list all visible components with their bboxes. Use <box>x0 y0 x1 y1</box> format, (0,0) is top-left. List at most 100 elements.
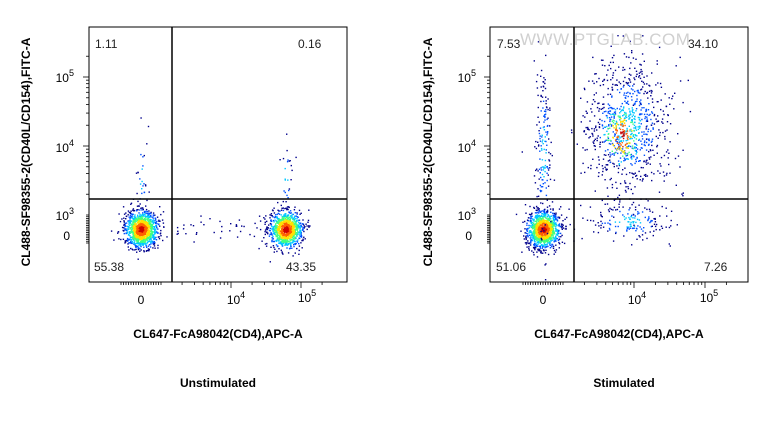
event-dot <box>141 234 143 236</box>
event-dot <box>280 243 283 245</box>
event-dot <box>602 80 604 82</box>
event-dot <box>284 207 286 210</box>
event-dot <box>627 103 630 105</box>
event-dot <box>548 233 551 235</box>
event-dot <box>594 100 596 103</box>
event-dot <box>544 225 547 228</box>
event-dot <box>264 223 266 225</box>
event-dot <box>557 230 559 232</box>
event-dot <box>138 227 140 230</box>
event-dot <box>538 214 540 217</box>
event-dot <box>292 226 294 228</box>
event-dot <box>639 92 641 94</box>
event-dot <box>182 228 185 230</box>
x-tick-label-0: 0 <box>138 293 145 307</box>
event-dot <box>128 223 130 225</box>
event-dot <box>537 170 539 172</box>
event-dot <box>536 214 538 217</box>
event-dot <box>555 226 557 228</box>
event-dot <box>589 206 592 208</box>
event-dot <box>135 218 138 220</box>
event-dot <box>133 241 136 243</box>
event-dot <box>272 229 274 231</box>
event-dot <box>628 56 630 59</box>
event-dot <box>117 232 119 234</box>
event-dot <box>653 106 655 109</box>
event-dot <box>154 228 156 231</box>
event-dot <box>596 139 598 142</box>
event-dot <box>266 231 268 233</box>
event-dot <box>548 227 550 230</box>
event-dot <box>542 246 544 248</box>
event-dot <box>540 190 543 192</box>
event-dot <box>541 210 543 212</box>
event-dot <box>530 221 532 223</box>
event-dot <box>551 229 553 231</box>
event-dot <box>162 222 165 224</box>
event-dot <box>131 224 133 226</box>
event-dot <box>687 79 689 82</box>
event-dot <box>537 243 539 245</box>
event-dot <box>131 222 134 224</box>
event-dot <box>542 85 545 87</box>
event-dot <box>141 214 143 216</box>
event-dot <box>635 134 637 137</box>
event-dot <box>149 223 151 226</box>
event-dot <box>624 189 627 192</box>
event-dot <box>560 214 563 216</box>
event-dot <box>537 141 539 143</box>
event-dot <box>555 212 557 214</box>
event-dot <box>541 221 544 223</box>
event-dot <box>152 212 155 214</box>
event-dot <box>289 240 292 242</box>
event-dot <box>139 223 142 225</box>
event-dot <box>598 163 600 165</box>
event-dot <box>144 238 147 240</box>
event-dot <box>531 232 533 234</box>
density-dots <box>515 35 692 281</box>
event-dot <box>643 144 645 146</box>
event-dot <box>294 252 296 254</box>
event-dot <box>536 224 538 227</box>
event-dot <box>270 224 272 226</box>
event-dot <box>142 240 144 242</box>
event-dot <box>606 115 608 117</box>
event-dot <box>281 221 283 223</box>
event-dot <box>151 236 153 238</box>
event-dot <box>264 230 266 233</box>
event-dot <box>646 175 649 177</box>
event-dot <box>150 224 153 227</box>
event-dot <box>525 232 528 234</box>
event-dot <box>626 142 628 145</box>
event-dot <box>280 232 283 235</box>
event-dot <box>132 209 134 211</box>
event-dot <box>285 207 287 209</box>
event-dot <box>555 236 557 238</box>
event-dot <box>148 234 150 236</box>
event-dot <box>148 221 150 223</box>
event-dot <box>601 174 603 176</box>
event-dot <box>546 224 548 226</box>
event-dot <box>640 228 643 230</box>
event-dot <box>282 216 284 218</box>
event-dot <box>638 139 640 141</box>
event-dot <box>151 232 153 234</box>
event-dot <box>668 226 671 229</box>
event-dot <box>133 243 135 245</box>
event-dot <box>542 107 544 109</box>
event-dot <box>612 131 614 133</box>
event-dot <box>282 209 285 212</box>
event-dot <box>269 233 271 236</box>
event-dot <box>123 224 125 226</box>
event-dot <box>543 148 545 151</box>
event-dot <box>553 231 555 234</box>
event-dot <box>635 158 637 161</box>
event-dot <box>142 244 144 246</box>
event-dot <box>666 129 668 131</box>
event-dot <box>145 245 147 247</box>
event-dot <box>534 220 536 222</box>
event-dot <box>534 212 537 214</box>
event-dot <box>526 235 528 237</box>
event-dot <box>290 234 292 236</box>
event-dot <box>136 224 139 227</box>
